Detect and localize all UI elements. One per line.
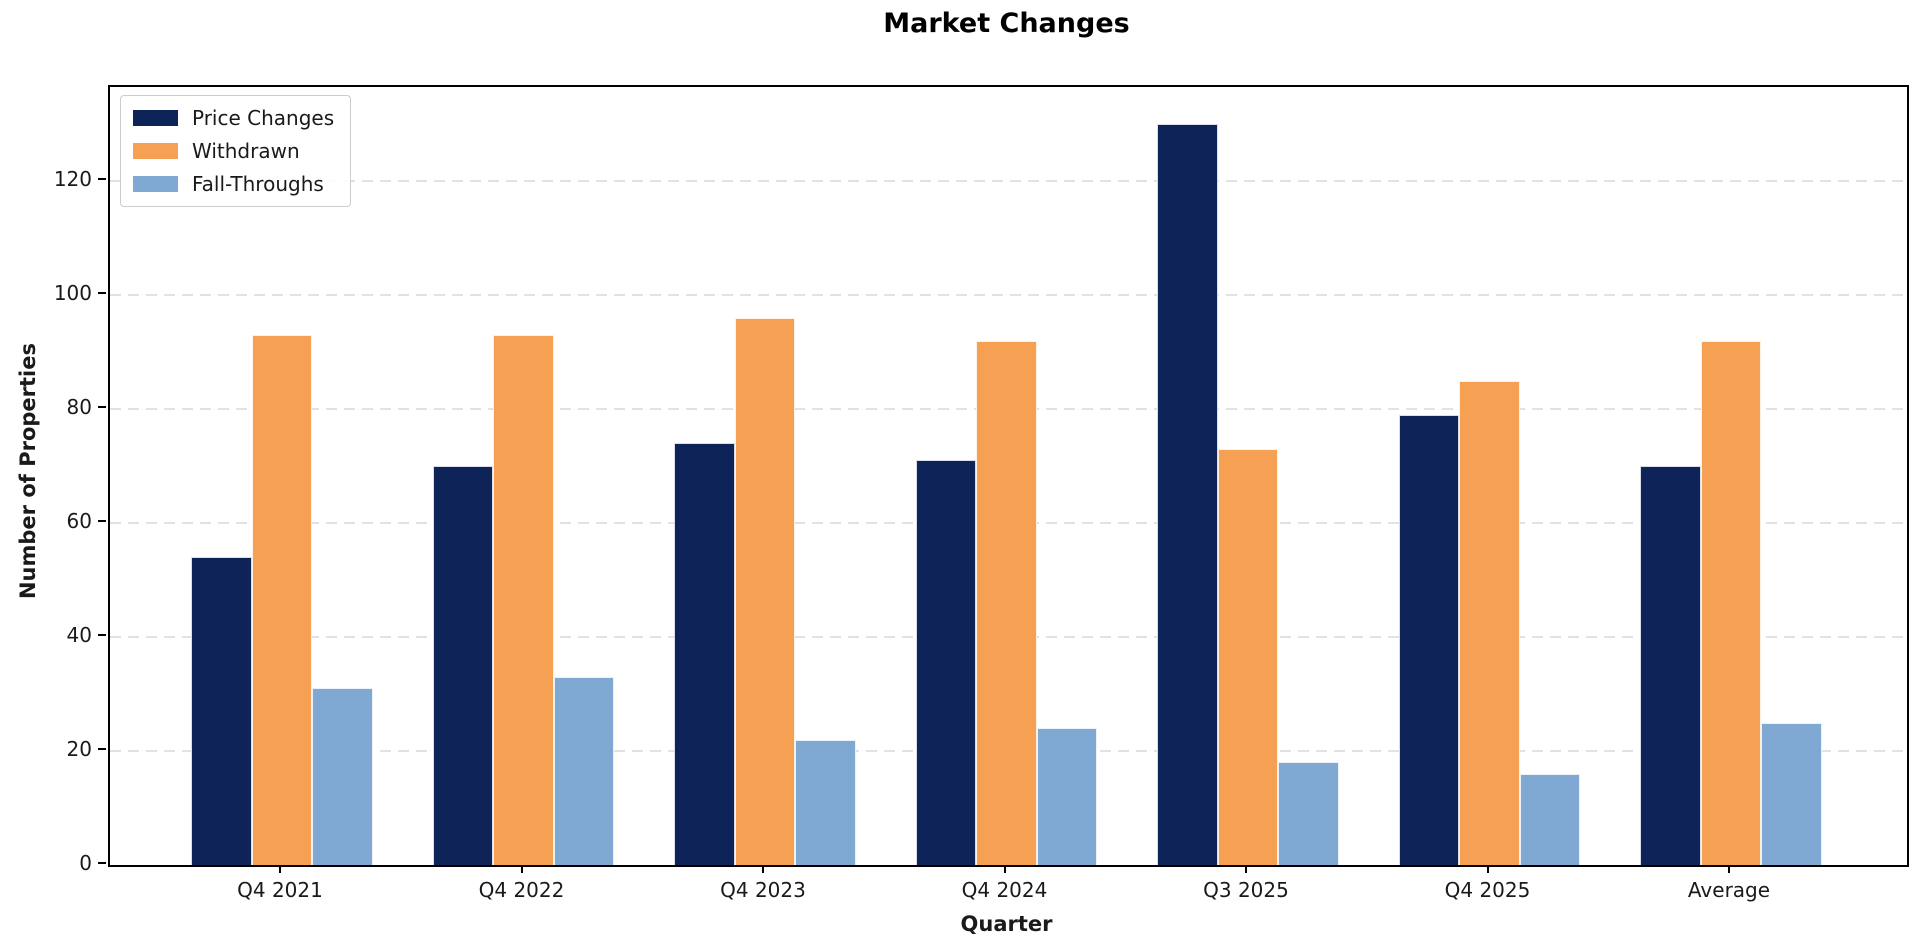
- bar-price-changes-average: [1640, 466, 1701, 865]
- x-tick-mark: [1245, 865, 1247, 873]
- y-tick-mark: [98, 862, 106, 864]
- y-tick-label: 20: [66, 737, 92, 761]
- bar-price-changes-q4-2025: [1398, 414, 1460, 865]
- chart-title: Market Changes: [883, 8, 1130, 39]
- legend-label: Fall-Throughs: [192, 172, 324, 196]
- y-tick-label: 80: [66, 395, 92, 420]
- y-tick-label: 60: [66, 509, 92, 534]
- legend-swatch-icon: [133, 143, 178, 159]
- y-tick-mark: [98, 292, 106, 295]
- x-tick-label: Q3 2025: [1203, 878, 1289, 902]
- x-tick-mark: [1486, 865, 1489, 873]
- plot-area: Price Changes Withdrawn Fall-Throughs: [108, 85, 1909, 867]
- legend-label: Price Changes: [192, 106, 335, 130]
- y-tick-mark: [98, 634, 106, 636]
- x-tick-label: Q4 2023: [720, 878, 806, 902]
- bar-fall-throughs-q3-2025: [1278, 762, 1339, 865]
- legend-item: Withdrawn: [133, 139, 334, 163]
- x-tick-label: Q4 2024: [961, 878, 1048, 902]
- bar-price-changes-q3-2025: [1157, 124, 1218, 865]
- y-tick-mark: [98, 520, 106, 523]
- y-tick-mark: [98, 406, 106, 409]
- bar-withdrawn-q4-2025: [1459, 380, 1520, 865]
- y-tick-mark: [98, 748, 106, 750]
- bar-withdrawn-q3-2025: [1217, 448, 1279, 865]
- bar-fall-throughs-average: [1761, 722, 1822, 865]
- y-tick-label: 120: [53, 167, 92, 192]
- x-tick-label: Average: [1687, 878, 1771, 902]
- gridline-y-100: [110, 294, 1907, 297]
- bar-fall-throughs-q4-2023: [795, 739, 856, 865]
- legend-label: Withdrawn: [192, 139, 300, 163]
- bar-price-changes-q4-2023: [674, 443, 735, 865]
- x-tick-mark: [1003, 865, 1006, 873]
- bar-price-changes-q4-2022: [432, 466, 494, 865]
- bar-withdrawn-q4-2022: [493, 334, 554, 865]
- legend-item: Price Changes: [133, 106, 334, 130]
- legend-item: Fall-Throughs: [133, 172, 334, 196]
- x-tick-mark: [762, 865, 764, 873]
- x-tick-label: Q4 2022: [478, 878, 565, 902]
- x-axis-label: Quarter: [960, 912, 1053, 936]
- bar-withdrawn-q4-2023: [734, 317, 796, 865]
- legend-swatch-icon: [133, 110, 178, 126]
- x-tick-mark: [520, 865, 523, 873]
- y-tick-label: 0: [79, 851, 92, 875]
- x-tick-label: Q4 2021: [237, 878, 323, 902]
- gridline-y-120: [110, 180, 1907, 183]
- y-tick-mark: [98, 178, 106, 181]
- x-tick-mark: [279, 865, 281, 873]
- bar-price-changes-q4-2024: [915, 460, 977, 865]
- bar-fall-throughs-q4-2021: [312, 688, 373, 865]
- bar-withdrawn-q4-2024: [976, 340, 1037, 865]
- bar-fall-throughs-q4-2025: [1519, 773, 1581, 865]
- bar-fall-throughs-q4-2024: [1036, 728, 1098, 865]
- legend-swatch-icon: [133, 176, 178, 192]
- bar-withdrawn-q4-2021: [251, 334, 313, 865]
- x-tick-label: Q4 2025: [1444, 878, 1531, 902]
- bar-withdrawn-average: [1700, 340, 1762, 865]
- bar-price-changes-q4-2021: [191, 557, 252, 865]
- bar-fall-throughs-q4-2022: [553, 676, 615, 865]
- y-tick-label: 100: [53, 281, 92, 306]
- y-axis-label: Number of Properties: [16, 343, 40, 600]
- y-tick-label: 40: [66, 623, 92, 647]
- legend: Price Changes Withdrawn Fall-Throughs: [120, 95, 352, 207]
- x-tick-mark: [1728, 865, 1730, 873]
